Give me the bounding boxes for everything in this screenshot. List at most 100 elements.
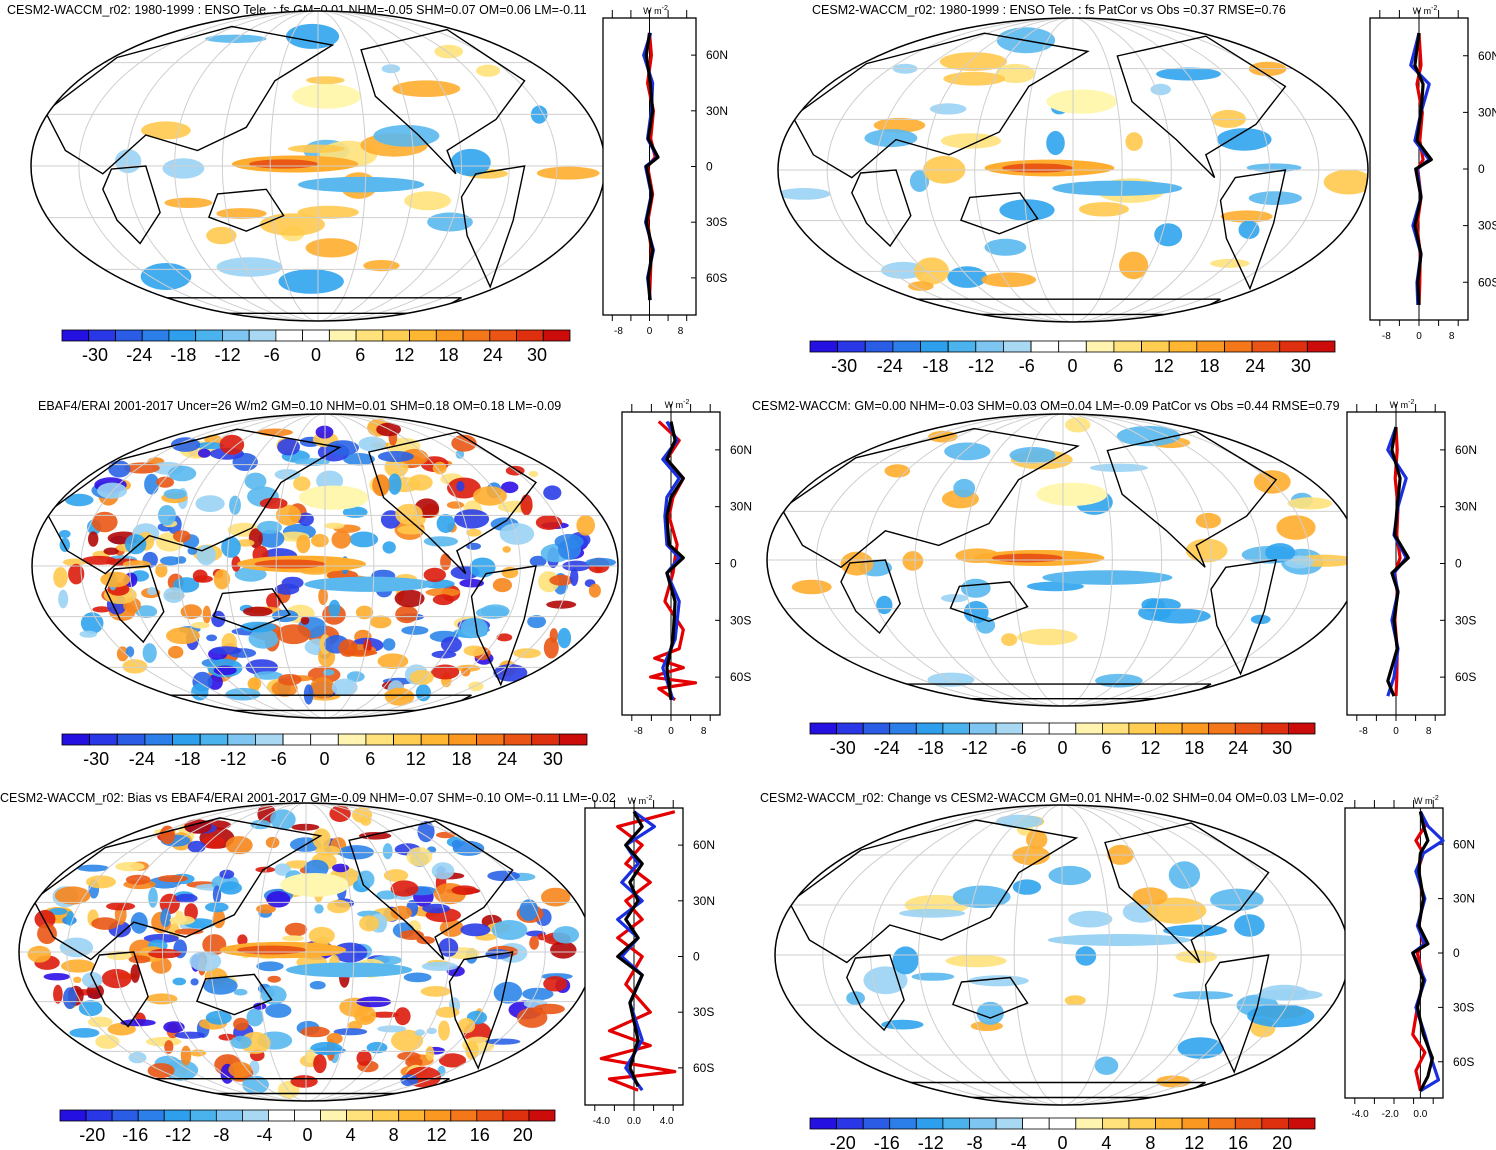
meridian-line xyxy=(317,11,367,321)
field-cell xyxy=(331,530,351,549)
meridian-line xyxy=(162,803,307,1101)
zonal-unit-label: W m-2 xyxy=(665,399,690,410)
field-cell xyxy=(314,904,324,914)
lat-tick-label: 60S xyxy=(1455,670,1476,684)
colorbar-tick-label: -24 xyxy=(129,749,155,769)
field-cell xyxy=(81,972,103,988)
colorbar-tick-label: 12 xyxy=(1154,356,1174,376)
field-cell xyxy=(91,511,118,533)
field-cell xyxy=(554,534,584,550)
colorbar-tick-label: 0 xyxy=(1067,356,1077,376)
meridian-line xyxy=(1013,414,1064,706)
panel-title: CESM2-WACCM: GM=0.00 NHM=-0.03 SHM=0.03 … xyxy=(752,399,1340,413)
field-cell xyxy=(253,1002,267,1010)
field-cell xyxy=(1046,130,1065,156)
field-cell xyxy=(230,1035,252,1049)
colorbar-tick-label: -30 xyxy=(82,345,108,365)
field-cell xyxy=(285,860,311,869)
colorbar-segment xyxy=(862,1117,891,1130)
field-cell xyxy=(306,76,345,85)
colorbar-segment xyxy=(1030,340,1060,353)
continent-outline xyxy=(207,188,285,232)
field-cell xyxy=(550,941,577,959)
colorbar-tick-label: 24 xyxy=(1228,738,1248,758)
field-cell xyxy=(259,497,288,509)
meridian-line xyxy=(324,414,570,718)
colorbar-tick-label: 30 xyxy=(527,345,547,365)
field-cell xyxy=(175,893,198,903)
field-cell xyxy=(401,625,429,635)
meridian-line xyxy=(1072,18,1123,322)
field-cell xyxy=(492,578,512,593)
meridian-line xyxy=(226,414,326,718)
field-cell xyxy=(88,531,99,547)
field-cell xyxy=(69,1028,100,1038)
field-cell xyxy=(63,987,77,1010)
field-cell xyxy=(310,677,335,699)
field-cell xyxy=(390,880,419,897)
colorbar-tick-label: 30 xyxy=(543,749,563,769)
field-cell xyxy=(1119,251,1149,280)
colorbar-segment xyxy=(1181,1117,1210,1130)
zonal-series-black xyxy=(1413,32,1433,305)
meridian-line xyxy=(305,803,498,1101)
field-cell xyxy=(297,205,359,219)
x-tick-label: -8 xyxy=(614,326,623,337)
field-cell xyxy=(377,653,409,669)
field-cell xyxy=(274,469,301,480)
colorbar-segment xyxy=(1224,340,1253,353)
colorbar-segment xyxy=(282,733,312,746)
field-cell xyxy=(237,945,306,955)
zonal-unit-label: W m-2 xyxy=(1414,795,1439,806)
x-tick-label: -8 xyxy=(1382,331,1391,342)
colorbar-segment xyxy=(942,1117,970,1130)
continent-outline xyxy=(44,25,335,175)
field-cell xyxy=(163,587,185,603)
colorbar: -30 -24 -18 -12 -6 0 6 12 18 24 30 xyxy=(809,722,1316,758)
lat-tick-label: 60S xyxy=(1453,1055,1474,1069)
colorbar-segment xyxy=(172,733,201,746)
field-cell xyxy=(78,1000,103,1017)
field-cell xyxy=(256,961,284,972)
lat-tick-label: 30S xyxy=(693,1005,714,1019)
field-cell xyxy=(311,534,329,548)
field-cell xyxy=(114,149,142,174)
map-plot xyxy=(19,803,593,1101)
field-cell xyxy=(1001,633,1018,646)
field-cell xyxy=(219,434,245,455)
zonal-mean-plot: W m-2 60N 30N 0 30S 60S -4.0 -2.0 0.0 xyxy=(1344,795,1475,1120)
field-cell xyxy=(130,964,140,983)
continent-outline xyxy=(348,820,514,960)
field-cell xyxy=(304,576,434,592)
field-cell xyxy=(570,568,579,586)
colorbar-tick-label: -18 xyxy=(170,345,196,365)
field-cell xyxy=(249,159,318,169)
field-cell xyxy=(115,861,145,872)
field-cell xyxy=(303,684,314,705)
colorbar-segment xyxy=(1075,1117,1103,1130)
map-plot xyxy=(32,414,618,718)
graticule xyxy=(767,414,1359,706)
x-tick-label: 0 xyxy=(647,326,653,337)
lat-tick-label: 30S xyxy=(1455,613,1476,627)
lat-tick-label: 30S xyxy=(730,613,751,627)
field-cell xyxy=(148,948,182,959)
colorbar-tick-label: 4 xyxy=(1101,1133,1111,1150)
field-cell xyxy=(939,52,1008,71)
field-cell xyxy=(228,1061,252,1078)
field-cell xyxy=(315,845,341,856)
colorbar-segment xyxy=(1048,1117,1077,1130)
field-cell xyxy=(576,515,595,536)
field-cell xyxy=(103,547,119,555)
meridian-line xyxy=(324,414,424,718)
zonal-unit-label: W m-2 xyxy=(1413,5,1438,16)
colorbar-segment xyxy=(1155,1117,1183,1130)
field-cell xyxy=(285,962,413,978)
field-cell xyxy=(145,1036,182,1047)
field-cell xyxy=(163,488,187,499)
field-cell xyxy=(236,539,255,547)
field-cell xyxy=(376,890,398,900)
field-cell xyxy=(476,64,501,77)
colorbar-segment xyxy=(1048,722,1077,735)
field-cell xyxy=(278,269,344,294)
